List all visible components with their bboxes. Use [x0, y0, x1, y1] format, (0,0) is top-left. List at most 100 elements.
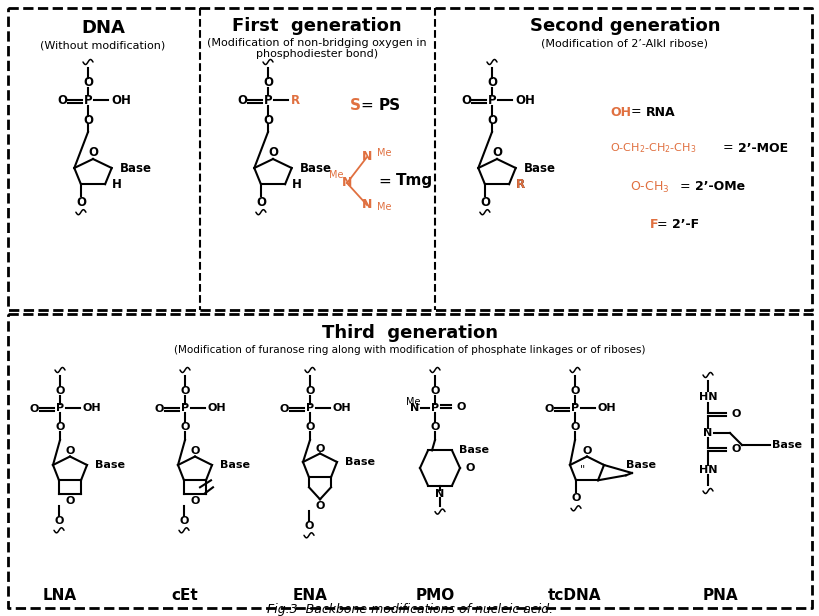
Text: =: =	[378, 174, 391, 188]
Text: O: O	[491, 147, 501, 160]
Text: P: P	[305, 403, 314, 413]
Text: Base: Base	[345, 457, 374, 467]
Text: O: O	[268, 147, 278, 160]
Text: OH: OH	[111, 94, 131, 107]
Text: Second generation: Second generation	[529, 17, 719, 35]
Text: 2’-OMe: 2’-OMe	[695, 180, 744, 193]
Text: (Modification of non-bridging oxygen in: (Modification of non-bridging oxygen in	[207, 38, 427, 48]
Text: Base: Base	[95, 460, 124, 470]
Text: F: F	[649, 219, 658, 232]
Text: P: P	[264, 94, 272, 107]
Text: O: O	[571, 493, 580, 503]
Text: LNA: LNA	[43, 588, 77, 604]
Text: DNA: DNA	[81, 19, 124, 37]
Text: O: O	[83, 113, 93, 126]
Text: PS: PS	[378, 97, 400, 113]
Text: O: O	[83, 76, 93, 89]
Text: O: O	[190, 496, 200, 506]
Text: RNA: RNA	[645, 105, 675, 118]
Text: cEt: cEt	[171, 588, 198, 604]
Text: O: O	[430, 386, 439, 396]
Text: N: N	[435, 488, 444, 498]
Text: (Modification of 2’-Alkl ribose): (Modification of 2’-Alkl ribose)	[541, 38, 708, 48]
Text: O: O	[304, 521, 314, 531]
Text: N: N	[342, 177, 351, 190]
Text: 2’-MOE: 2’-MOE	[737, 142, 787, 155]
Text: Base: Base	[299, 161, 332, 174]
Text: O: O	[180, 422, 189, 432]
Text: Me: Me	[405, 397, 420, 407]
Text: PNA: PNA	[701, 588, 737, 604]
Text: P: P	[84, 94, 93, 107]
Text: Me: Me	[377, 148, 391, 158]
Text: Base: Base	[625, 460, 655, 470]
Text: HN: HN	[698, 465, 717, 475]
Text: O: O	[581, 447, 591, 456]
Text: P: P	[56, 403, 64, 413]
Text: O: O	[263, 76, 273, 89]
Text: OH: OH	[208, 403, 226, 413]
Text: tcDNA: tcDNA	[548, 588, 601, 604]
Text: O: O	[256, 196, 265, 209]
Text: (Modification of furanose ring along with modification of phosphate linkages or : (Modification of furanose ring along wit…	[174, 345, 645, 355]
Text: O: O	[570, 422, 579, 432]
Text: O: O	[570, 386, 579, 396]
Text: H: H	[112, 177, 122, 191]
Text: OH: OH	[597, 403, 616, 413]
Text: O: O	[279, 404, 288, 414]
Text: OH: OH	[83, 403, 102, 413]
Text: HN: HN	[698, 392, 717, 402]
Text: Base: Base	[120, 161, 152, 174]
Text: O: O	[465, 463, 475, 473]
Text: O: O	[76, 196, 86, 209]
Text: R: R	[291, 94, 300, 107]
Text: PMO: PMO	[415, 588, 454, 604]
Text: phosphodiester bond): phosphodiester bond)	[256, 49, 378, 59]
Text: =: =	[630, 105, 640, 118]
Text: O: O	[57, 94, 67, 108]
Text: O: O	[237, 94, 247, 108]
Text: P: P	[487, 94, 495, 107]
Text: P: P	[570, 403, 578, 413]
Text: Base: Base	[523, 161, 555, 174]
Text: ENA: ENA	[292, 588, 327, 604]
Text: O: O	[29, 404, 38, 414]
Text: N: N	[703, 428, 712, 438]
Text: O: O	[180, 386, 189, 396]
Text: First  generation: First generation	[232, 17, 401, 35]
Text: Third  generation: Third generation	[322, 324, 497, 342]
Text: O: O	[731, 409, 740, 419]
Text: O: O	[305, 422, 314, 432]
Text: O: O	[179, 516, 188, 526]
Text: O: O	[55, 386, 65, 396]
Text: O: O	[486, 113, 496, 126]
Text: =: =	[722, 142, 732, 155]
Text: O: O	[456, 402, 466, 412]
Text: O: O	[190, 447, 200, 456]
Text: O-CH$_3$: O-CH$_3$	[629, 179, 668, 195]
Text: P: P	[181, 403, 189, 413]
Text: O: O	[88, 147, 98, 160]
Text: OH: OH	[609, 105, 631, 118]
Text: Fig.3  Backbone modifications of nucleic acid.: Fig.3 Backbone modifications of nucleic …	[267, 604, 552, 616]
Text: OH: OH	[333, 403, 351, 413]
Text: =: =	[656, 219, 667, 232]
Text: Me: Me	[329, 170, 344, 180]
Text: O: O	[55, 422, 65, 432]
Text: Tmg: Tmg	[396, 174, 432, 188]
Text: O: O	[544, 404, 553, 414]
Text: Base: Base	[219, 460, 250, 470]
Text: O: O	[66, 496, 75, 506]
Text: N: N	[361, 198, 372, 211]
Text: O: O	[479, 196, 489, 209]
Text: O: O	[154, 404, 164, 414]
Text: Me: Me	[377, 202, 391, 212]
Text: O: O	[305, 386, 314, 396]
Text: 2’-F: 2’-F	[672, 219, 699, 232]
Text: N: N	[410, 403, 419, 413]
Text: O: O	[263, 113, 273, 126]
Text: O: O	[486, 76, 496, 89]
Text: (Without modification): (Without modification)	[40, 41, 165, 51]
Text: OH: OH	[514, 94, 534, 107]
Text: O: O	[460, 94, 470, 108]
